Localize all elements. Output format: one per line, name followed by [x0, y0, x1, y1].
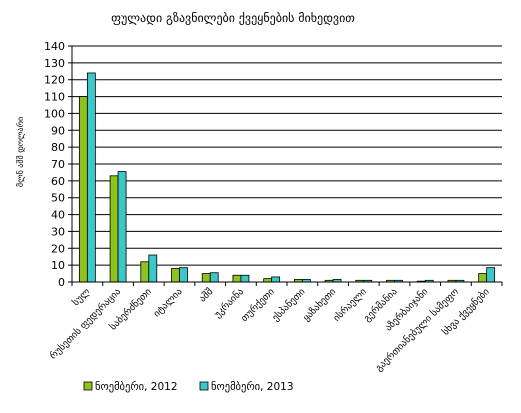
y-tick-label: 140	[44, 40, 65, 53]
legend-label-series2: ნოემბერი, 2013	[211, 381, 294, 393]
bar-series2	[179, 267, 188, 283]
legend-swatch-series2	[199, 381, 209, 391]
y-tick-label: 80	[51, 141, 65, 154]
legend-swatch-series1	[83, 381, 93, 391]
y-tick-label: 100	[44, 107, 65, 120]
bar-series2	[117, 171, 127, 283]
bar-series2	[148, 254, 158, 283]
bars	[78, 72, 496, 283]
bar-series2	[486, 267, 496, 283]
x-tick-label: თურქეთი	[239, 286, 277, 324]
x-tick-label: იტალია	[152, 286, 185, 319]
y-tick-label: 90	[51, 124, 65, 137]
x-tick-label: სულ	[71, 286, 93, 308]
bar-series1	[201, 273, 211, 283]
bar-series1	[140, 261, 150, 283]
y-tick-label: 0	[58, 276, 65, 289]
y-tick-label: 70	[51, 158, 65, 171]
bar-series1	[478, 273, 488, 283]
y-tick-label: 60	[51, 175, 65, 188]
bar-series1	[78, 96, 88, 283]
y-axis-ticks: 0 10 20 30 40 50 60 70 80 90 100 110 120 130 140	[44, 40, 72, 289]
bar-series2	[271, 276, 281, 283]
y-tick-label: 50	[51, 192, 65, 205]
bar-series2	[209, 272, 219, 283]
bar-series2	[240, 274, 250, 283]
y-tick-label: 40	[51, 209, 65, 222]
bar-series1	[171, 268, 180, 283]
legend-label-series1: ნოემბერი, 2012	[95, 381, 178, 393]
y-tick-label: 30	[51, 225, 65, 238]
bar-series1	[263, 278, 273, 283]
grid-lines	[72, 45, 502, 266]
bar-series2	[86, 72, 96, 283]
y-tick-label: 110	[44, 91, 65, 104]
y-tick-label: 10	[51, 259, 65, 272]
y-tick-label: 130	[44, 57, 65, 70]
y-tick-label: 120	[44, 74, 65, 87]
legend: ნოემბერი, 2012 ნოემბერი, 2013	[83, 381, 294, 393]
chart-title: ფულადი გზავნილები ქვეყნების მიხედვით	[111, 11, 355, 25]
bar-series1	[232, 274, 242, 283]
bar-series1	[109, 175, 119, 283]
y-axis-label: მლნ აშშ დოლარი	[15, 117, 25, 187]
y-tick-label: 20	[51, 242, 65, 255]
x-tick-label: აშშ	[197, 286, 215, 304]
